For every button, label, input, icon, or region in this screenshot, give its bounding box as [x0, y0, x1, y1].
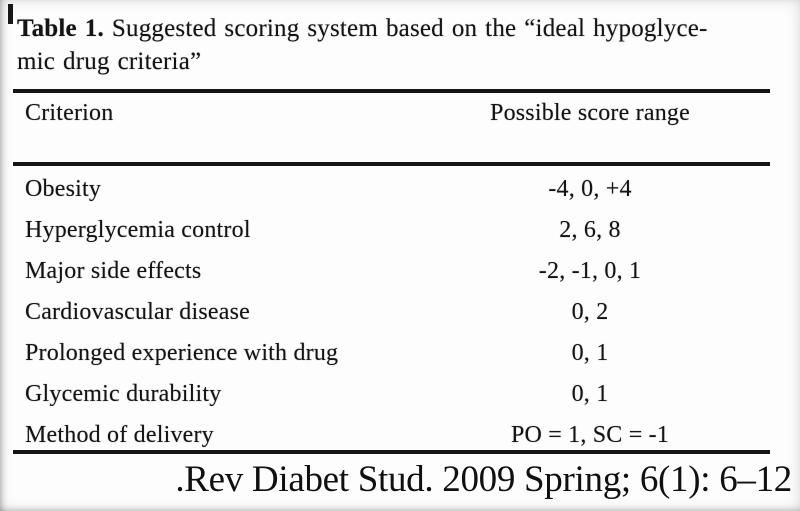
- score-range-cell: 0, 1: [571, 340, 609, 366]
- criterion-cell: Hyperglycemia control: [25, 217, 251, 243]
- criterion-cell: Method of delivery: [25, 422, 214, 448]
- table-row: Prolonged experience with drug 0, 1: [0, 333, 800, 374]
- table-row: Hyperglycemia control 2, 6, 8: [0, 210, 800, 251]
- table-header-rule: [13, 162, 770, 166]
- table-caption-text-line1: Suggested scoring system based on the “i…: [103, 15, 708, 42]
- table-caption-number: Table 1.: [17, 15, 104, 42]
- score-range-cell: 0, 2: [571, 299, 609, 325]
- score-range-cell: 2, 6, 8: [559, 217, 621, 243]
- score-range-cell: -2, -1, 0, 1: [538, 258, 642, 284]
- table-row: Major side effects -2, -1, 0, 1: [0, 251, 800, 292]
- scan-artifact-mark: [8, 4, 13, 24]
- table-caption-label: Table 1. Suggested scoring system based …: [17, 15, 708, 42]
- score-range-cell: 0, 1: [571, 381, 609, 407]
- criterion-cell: Major side effects: [25, 258, 202, 284]
- table-caption-text-line2: mic drug criteria”: [17, 48, 202, 75]
- table-bottom-rule: [13, 450, 770, 454]
- table-row: Glycemic durability 0, 1: [0, 374, 800, 415]
- table-caption: Table 1. Suggested scoring system based …: [17, 12, 782, 78]
- criterion-cell: Prolonged experience with drug: [25, 340, 339, 366]
- table-row: Cardiovascular disease 0, 2: [0, 292, 800, 333]
- table-1: Table 1. Suggested scoring system based …: [0, 12, 800, 456]
- criterion-cell: Glycemic durability: [25, 381, 222, 407]
- table-row: Method of delivery PO = 1, SC = -1: [0, 415, 800, 456]
- column-header-criterion: Criterion: [25, 100, 114, 126]
- citation-text: .Rev Diabet Stud. 2009 Spring; 6(1): 6–1…: [175, 459, 792, 500]
- table-row: Obesity -4, 0, +4: [0, 169, 800, 210]
- score-range-cell: -4, 0, +4: [548, 176, 632, 202]
- table-top-rule: [13, 89, 770, 93]
- table-body: Obesity -4, 0, +4 Hyperglycemia control …: [0, 169, 800, 456]
- score-range-cell: PO = 1, SC = -1: [510, 422, 670, 448]
- criterion-cell: Cardiovascular disease: [25, 299, 250, 325]
- column-header-score-range: Possible score range: [490, 100, 690, 126]
- criterion-cell: Obesity: [25, 176, 102, 202]
